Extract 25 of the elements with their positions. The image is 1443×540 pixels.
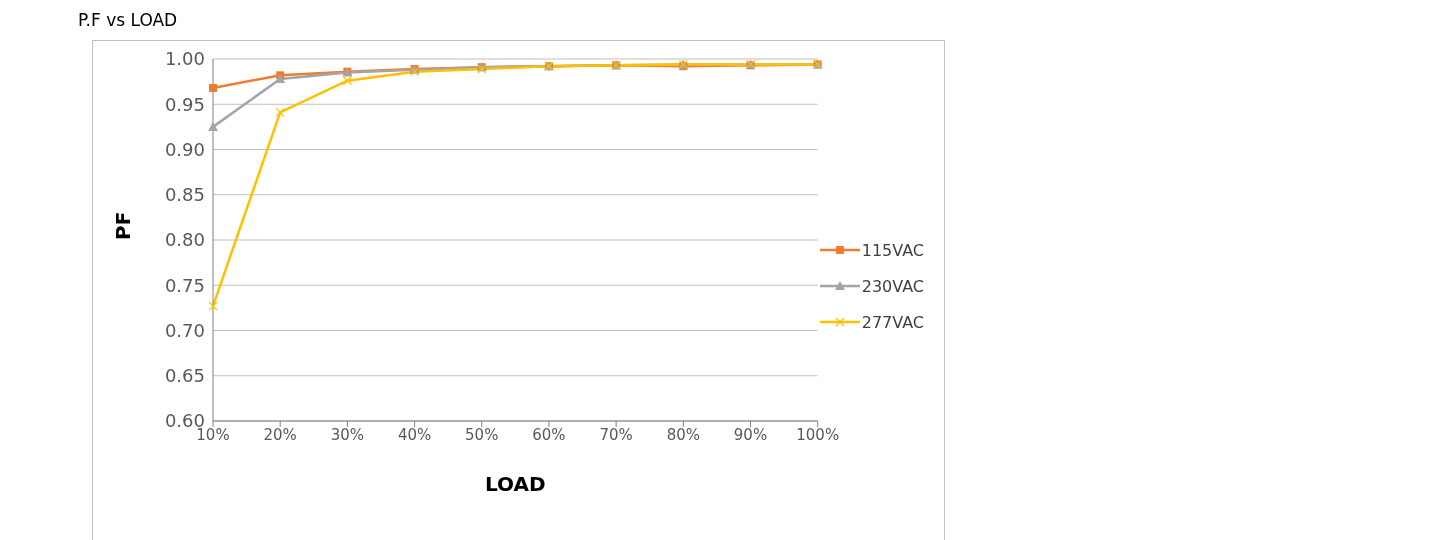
point: [209, 83, 217, 92]
x-tick-label: 70%: [599, 425, 633, 444]
x-tick-label: 90%: [733, 425, 768, 444]
y-tick-label: 0.95: [164, 93, 205, 115]
x-tick-label: 30%: [330, 425, 365, 444]
y-axis-title: PF: [111, 211, 136, 240]
y-tick-label: 0.85: [164, 184, 205, 206]
x-tick-label: 20%: [263, 425, 297, 444]
x-tick-label: 40%: [397, 425, 432, 444]
y-tick-label: 0.80: [164, 229, 205, 251]
legend-label: 115VAC: [861, 240, 924, 260]
x-axis-title: LOAD: [485, 472, 546, 496]
y-tick-label: 0.90: [164, 138, 205, 160]
x-tick-label: 80%: [666, 425, 700, 444]
legend-label: 230VAC: [861, 276, 924, 296]
point: [208, 121, 218, 131]
x-tick-label: 100%: [796, 425, 840, 444]
x-tick-label: 60%: [532, 425, 566, 444]
y-tick-label: 0.65: [164, 365, 205, 387]
y-tick-label: 0.70: [164, 319, 205, 341]
y-tick-label: 0.75: [164, 274, 205, 296]
chart-title: P.F vs LOAD: [78, 10, 178, 30]
x-tick-label: 50%: [465, 425, 499, 444]
y-tick-label: 1.00: [164, 48, 205, 70]
legend-label: 277VAC: [861, 312, 924, 332]
